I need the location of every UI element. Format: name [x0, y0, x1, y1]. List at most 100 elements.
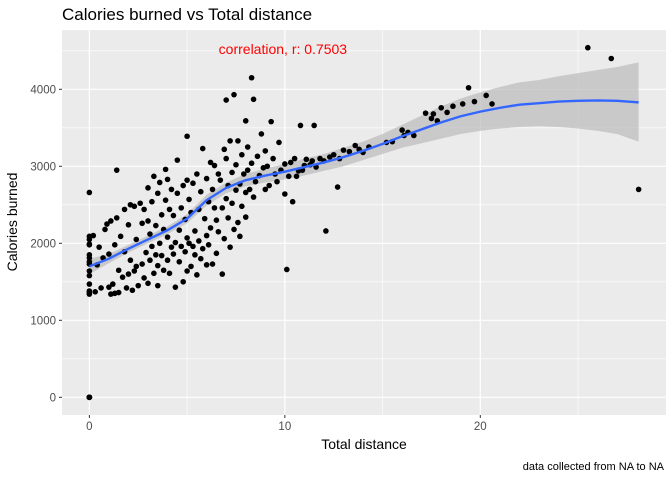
- data-point: [147, 257, 153, 264]
- y-axis-title: Calories burned: [4, 173, 20, 272]
- data-point: [340, 147, 347, 153]
- data-point: [227, 244, 233, 250]
- data-point: [174, 190, 181, 197]
- data-point: [262, 186, 269, 193]
- data-point: [160, 267, 167, 274]
- data-point: [283, 266, 290, 273]
- data-point: [104, 221, 110, 227]
- data-point: [127, 257, 134, 264]
- data-point: [86, 281, 93, 287]
- data-point: [192, 252, 198, 258]
- data-point: [430, 111, 437, 117]
- data-point: [297, 122, 304, 129]
- data-point: [483, 92, 489, 99]
- data-point: [184, 268, 190, 274]
- data-point: [237, 233, 243, 240]
- data-points: [86, 44, 642, 401]
- data-point: [330, 151, 337, 158]
- data-point: [219, 205, 226, 211]
- confidence-band: [89, 62, 639, 275]
- data-point: [197, 188, 204, 195]
- data-point: [168, 244, 175, 250]
- data-point: [197, 255, 204, 262]
- data-point: [180, 182, 186, 189]
- data-point: [86, 394, 93, 401]
- data-point: [141, 206, 147, 213]
- data-point: [131, 203, 138, 210]
- data-point: [149, 243, 155, 250]
- data-point: [178, 205, 185, 211]
- data-point: [471, 98, 478, 105]
- data-point: [168, 186, 175, 193]
- y-tick-label: 3000: [30, 161, 56, 173]
- data-point: [244, 167, 251, 173]
- data-point: [188, 263, 194, 270]
- data-point: [352, 142, 359, 149]
- data-point: [215, 228, 222, 235]
- data-point: [86, 272, 93, 279]
- data-point: [201, 215, 208, 222]
- data-point: [96, 244, 102, 250]
- data-point: [248, 74, 255, 81]
- data-point: [289, 198, 296, 205]
- data-point: [108, 218, 114, 224]
- data-point: [262, 148, 269, 154]
- data-point: [240, 171, 247, 177]
- data-point: [111, 242, 118, 248]
- data-point: [176, 227, 183, 233]
- data-point: [186, 240, 192, 247]
- data-point: [162, 197, 169, 203]
- data-point: [153, 252, 159, 258]
- x-axis-title: Total distance: [321, 436, 407, 452]
- data-point: [223, 195, 229, 202]
- data-point: [192, 228, 198, 234]
- data-point: [196, 238, 202, 244]
- data-point: [90, 232, 97, 239]
- data-point: [459, 101, 466, 107]
- data-point: [143, 249, 149, 256]
- data-point: [258, 131, 265, 137]
- smooth-confidence-band: [89, 62, 639, 275]
- data-point: [213, 250, 220, 257]
- data-point: [86, 268, 93, 274]
- data-point: [170, 212, 177, 219]
- data-point: [139, 220, 145, 227]
- y-tick-label: 4000: [30, 84, 56, 96]
- data-point: [115, 267, 122, 274]
- data-point: [106, 251, 112, 257]
- data-point: [276, 139, 282, 146]
- data-point: [205, 242, 212, 248]
- data-point: [287, 159, 294, 166]
- data-point: [246, 186, 253, 193]
- data-point: [270, 155, 276, 162]
- data-point: [235, 138, 241, 144]
- data-point: [125, 271, 132, 277]
- data-point: [608, 55, 615, 62]
- data-point: [164, 257, 171, 264]
- data-point: [242, 189, 249, 196]
- data-point: [285, 173, 292, 180]
- data-point: [465, 84, 472, 91]
- data-point: [282, 161, 288, 167]
- data-point: [235, 219, 241, 226]
- data-point: [106, 284, 112, 290]
- data-point: [158, 252, 165, 259]
- data-point: [119, 274, 126, 280]
- data-point: [203, 175, 210, 182]
- data-point: [203, 262, 210, 268]
- data-point: [147, 231, 153, 237]
- data-point: [239, 203, 245, 210]
- data-point: [203, 232, 210, 239]
- data-point: [98, 285, 104, 291]
- data-point: [223, 97, 229, 103]
- data-point: [489, 101, 495, 107]
- data-point: [190, 180, 196, 187]
- data-point: [213, 217, 220, 223]
- data-point: [399, 127, 405, 133]
- data-point: [221, 235, 228, 242]
- data-point: [225, 215, 231, 221]
- data-point: [244, 144, 251, 150]
- data-point: [117, 233, 124, 240]
- chart-caption: data collected from NA to NA: [523, 461, 665, 473]
- data-point: [250, 96, 257, 103]
